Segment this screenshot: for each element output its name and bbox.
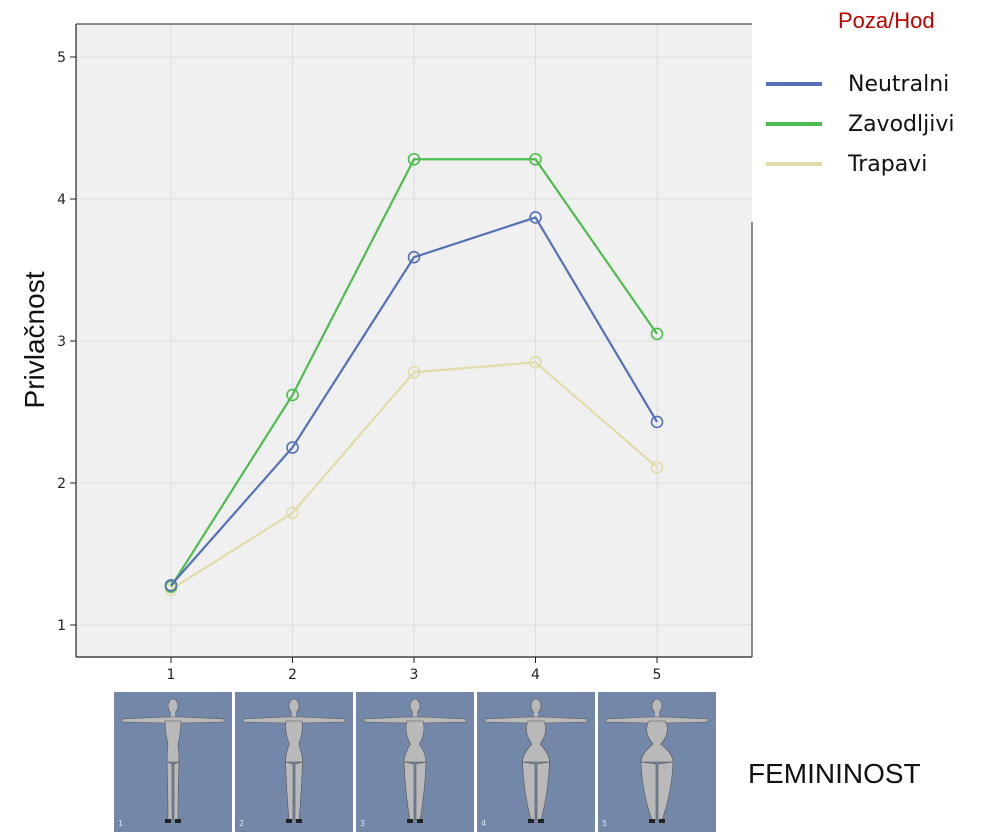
- legend-item: Neutralni: [766, 64, 954, 104]
- legend-label: Zavodljivi: [848, 111, 955, 137]
- female-figure-icon: [363, 698, 467, 823]
- data-point: [286, 388, 299, 402]
- data-point: [650, 327, 664, 341]
- thumbnail: 2: [235, 692, 353, 832]
- data-point: [286, 441, 299, 454]
- legend-label: Trapavi: [848, 151, 928, 177]
- series-line: [170, 158, 658, 588]
- data-point: [407, 152, 421, 166]
- legend: Neutralni Zavodljivi Trapavi: [766, 64, 954, 184]
- female-figure-icon: [605, 698, 709, 823]
- data-point: [407, 250, 421, 264]
- legend-item: Zavodljivi: [766, 104, 954, 144]
- thumbnail-number: 2: [239, 819, 245, 828]
- legend-label: Neutralni: [848, 71, 950, 97]
- data-point: [529, 152, 542, 166]
- series-line: [170, 216, 658, 586]
- thumbnail: 1: [114, 692, 232, 832]
- female-figure-icon: [484, 698, 588, 823]
- data-point: [529, 355, 542, 369]
- thumbnail-number: 5: [602, 819, 608, 828]
- x-tick-label: 4: [531, 667, 540, 683]
- legend-title: Poza/Hod: [838, 8, 935, 33]
- y-tick-label: 4: [57, 192, 66, 208]
- thumbnail-number: 1: [118, 819, 124, 828]
- thumbnail-number: 4: [481, 819, 487, 828]
- y-tick-label: 5: [57, 50, 66, 66]
- thumbnail: 3: [356, 692, 474, 832]
- series-line: [170, 361, 658, 591]
- y-tick-label: 3: [57, 334, 66, 350]
- x-axis-title: FEMININOST: [748, 758, 921, 789]
- thumbnail-number: 3: [360, 819, 366, 828]
- x-tick-label: 1: [167, 667, 176, 683]
- data-point: [407, 365, 421, 379]
- y-tick-label: 1: [57, 618, 66, 634]
- x-tick-label: 3: [410, 667, 419, 683]
- data-point: [650, 461, 664, 474]
- legend-swatch: [766, 122, 822, 126]
- legend-swatch: [766, 82, 822, 86]
- thumbnail: 4: [477, 692, 595, 832]
- legend-swatch: [766, 162, 822, 166]
- legend-item: Trapavi: [766, 144, 954, 184]
- data-point: [529, 211, 542, 224]
- female-figure-icon: [121, 698, 225, 823]
- thumbnail: 5: [598, 692, 716, 832]
- y-axis-title: Privlačnost: [19, 271, 50, 408]
- femininity-thumbnails: 1 2 3 4 5: [114, 692, 720, 832]
- y-tick-label: 2: [57, 476, 66, 492]
- data-point: [164, 578, 178, 592]
- x-tick-label: 2: [288, 667, 297, 683]
- x-tick-label: 5: [653, 667, 662, 683]
- data-point: [650, 415, 664, 429]
- female-figure-icon: [242, 698, 346, 823]
- data-point: [286, 506, 299, 520]
